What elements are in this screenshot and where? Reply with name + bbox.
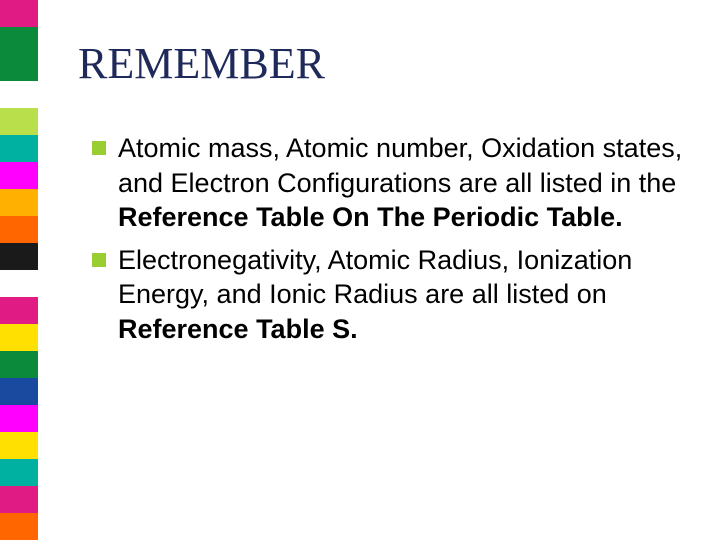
color-strip-segment (0, 486, 38, 513)
color-strip-segment (0, 324, 38, 351)
slide-content: REMEMBER Atomic mass, Atomic number, Oxi… (78, 38, 690, 354)
bullet-text: Atomic mass, Atomic number, Oxidation st… (118, 133, 682, 198)
bullet-item: Electronegativity, Atomic Radius, Ioniza… (96, 243, 690, 347)
color-strip-segment (0, 108, 38, 135)
color-strip-segment (0, 216, 38, 243)
square-bullet-icon (92, 141, 106, 155)
color-strip-segment (0, 0, 38, 27)
bullet-list: Atomic mass, Atomic number, Oxidation st… (78, 131, 690, 346)
color-strip-segment (0, 27, 38, 54)
color-strip-segment (0, 81, 38, 108)
color-strip-segment (0, 54, 38, 81)
bullet-text: Electronegativity, Atomic Radius, Ioniza… (118, 245, 632, 310)
color-strip-segment (0, 351, 38, 378)
bullet-item: Atomic mass, Atomic number, Oxidation st… (96, 131, 690, 235)
bullet-text-bold: Reference Table On The Periodic Table. (118, 202, 623, 232)
color-strip-segment (0, 135, 38, 162)
bullet-text-bold: Reference Table S. (118, 314, 358, 344)
color-strip-segment (0, 459, 38, 486)
square-bullet-icon (92, 253, 106, 267)
color-strip-segment (0, 513, 38, 540)
color-strip-segment (0, 432, 38, 459)
color-strip-segment (0, 189, 38, 216)
color-strip-segment (0, 162, 38, 189)
color-strip-segment (0, 270, 38, 297)
color-strip-segment (0, 297, 38, 324)
color-strip-segment (0, 243, 38, 270)
color-strip-segment (0, 378, 38, 405)
slide-title: REMEMBER (78, 38, 690, 89)
decorative-color-strip (0, 0, 38, 540)
color-strip-segment (0, 405, 38, 432)
